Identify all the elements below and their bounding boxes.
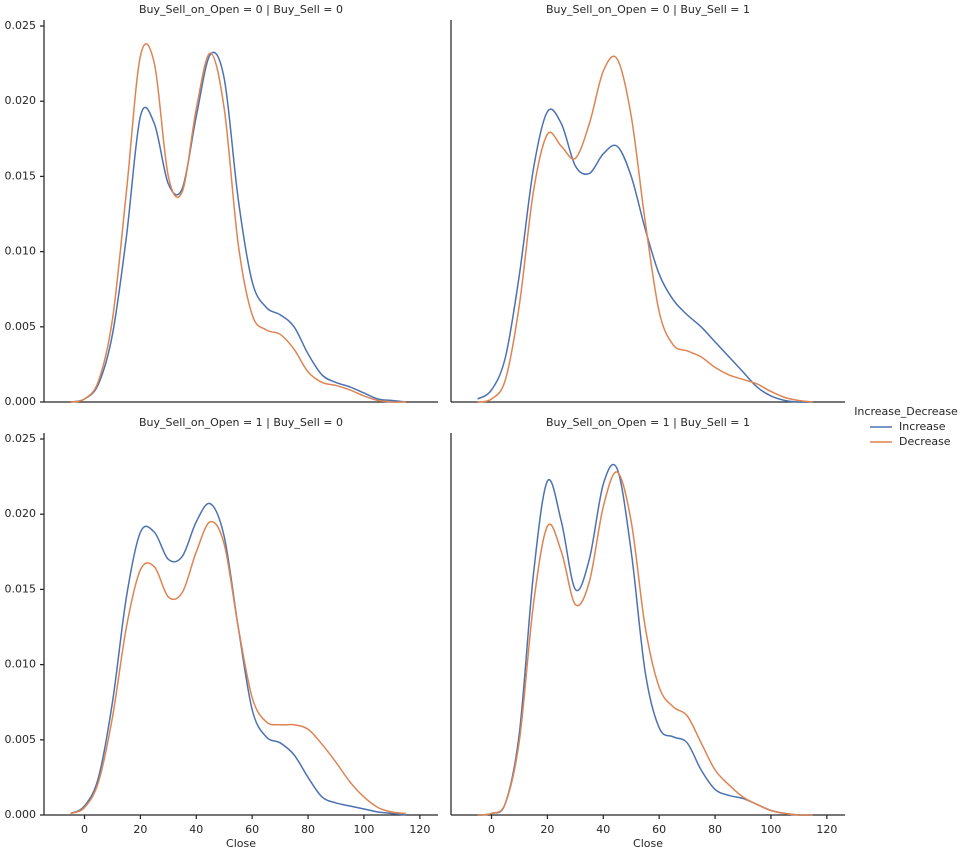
density-line [477, 55, 813, 403]
legend-title: Increase_Decrease [854, 405, 958, 418]
x-tick-label: 0 [488, 823, 495, 836]
y-tick-label: 0.025 [5, 19, 37, 32]
density-line [477, 471, 813, 816]
y-tick-label: 0.020 [5, 94, 37, 107]
y-tick-label: 0.010 [5, 245, 37, 258]
panel-title: Buy_Sell_on_Open = 0 | Buy_Sell = 0 [139, 3, 343, 16]
x-tick-label: 100 [353, 823, 374, 836]
legend-label: Decrease [899, 435, 951, 448]
legend-label: Increase [899, 420, 946, 433]
x-tick-label: 100 [760, 823, 781, 836]
density-line [477, 108, 813, 403]
x-tick-label: 60 [245, 823, 259, 836]
y-tick-label: 0.025 [5, 432, 37, 445]
y-tick-label: 0.000 [5, 808, 37, 821]
y-tick-label: 0.000 [5, 395, 37, 408]
y-tick-label: 0.010 [5, 658, 37, 671]
y-tick-label: 0.015 [5, 169, 37, 182]
panel-title: Buy_Sell_on_Open = 1 | Buy_Sell = 1 [546, 416, 750, 429]
x-tick-label: 40 [596, 823, 610, 836]
x-tick-label: 80 [708, 823, 722, 836]
panel-title: Buy_Sell_on_Open = 1 | Buy_Sell = 0 [139, 416, 343, 429]
y-tick-label: 0.020 [5, 507, 37, 520]
x-axis-label: Close [633, 837, 663, 850]
y-tick-label: 0.005 [5, 733, 37, 746]
x-tick-label: 120 [409, 823, 430, 836]
x-tick-label: 20 [133, 823, 147, 836]
y-tick-label: 0.005 [5, 320, 37, 333]
x-axis-label: Close [226, 837, 256, 850]
panel-title: Buy_Sell_on_Open = 0 | Buy_Sell = 1 [546, 3, 750, 16]
density-line [70, 520, 406, 815]
density-line [70, 51, 406, 403]
x-tick-label: 40 [189, 823, 203, 836]
x-tick-label: 80 [301, 823, 315, 836]
y-tick-label: 0.015 [5, 582, 37, 595]
density-line [70, 43, 406, 403]
density-line [477, 463, 813, 816]
x-tick-label: 0 [81, 823, 88, 836]
x-tick-label: 120 [816, 823, 837, 836]
x-tick-label: 60 [652, 823, 666, 836]
x-tick-label: 20 [540, 823, 554, 836]
